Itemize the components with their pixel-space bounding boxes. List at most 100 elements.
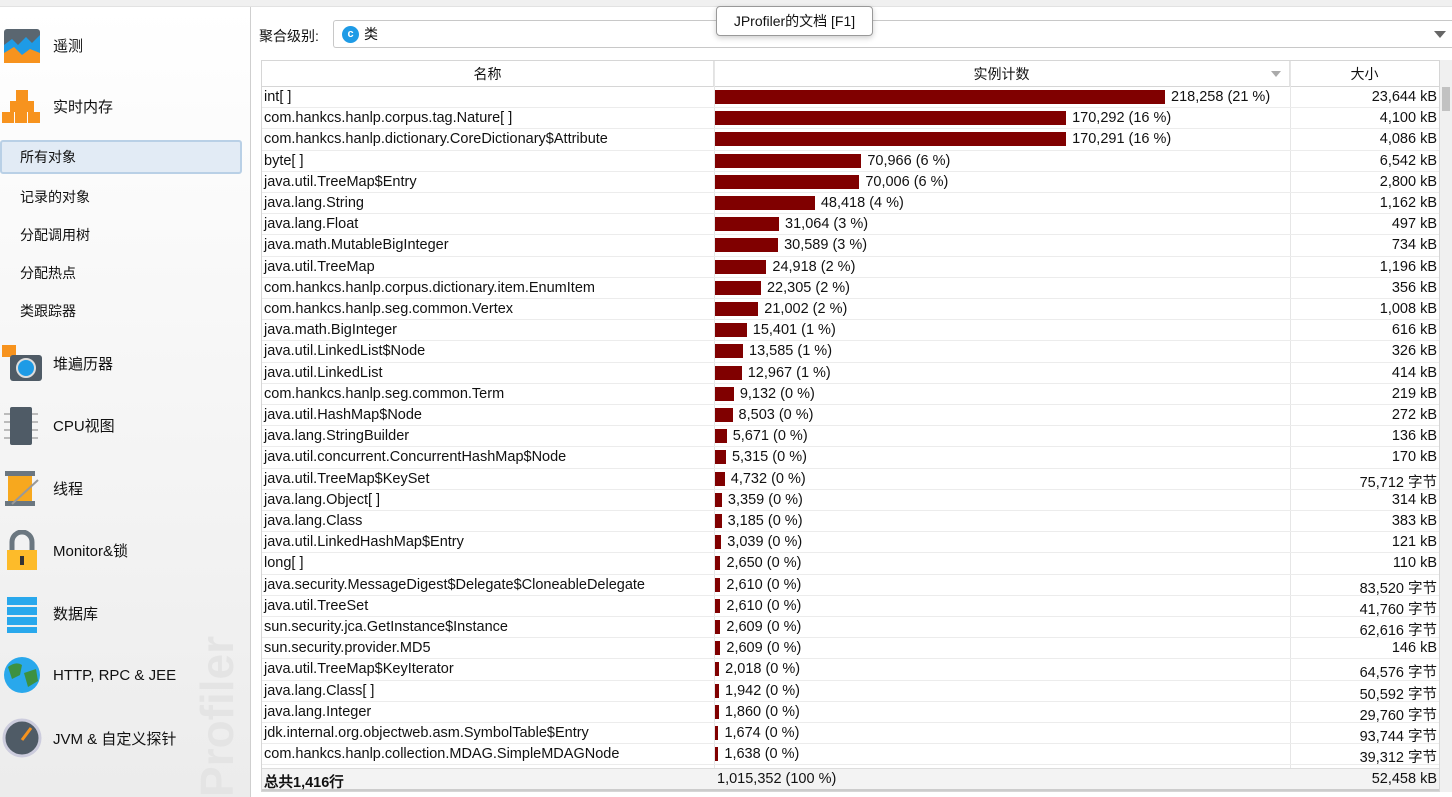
table-row[interactable]: java.util.LinkedList$Node 13,585 (1 %) 326… bbox=[262, 341, 1439, 363]
instance-count-bar bbox=[715, 217, 780, 232]
sidebar-item-label: Monitor&锁 bbox=[53, 542, 129, 560]
instance-count-bar bbox=[715, 535, 722, 550]
column-header-instance-count[interactable]: 实例计数 bbox=[714, 61, 1290, 87]
table-row[interactable]: java.util.TreeMap$KeyIterator 2,018 (0 %)… bbox=[262, 659, 1439, 681]
aggregation-label: 聚合级别: bbox=[259, 28, 319, 44]
table-row[interactable]: java.security.MessageDigest$Delegate$Clo… bbox=[262, 575, 1439, 597]
sidebar-subitem-label: 分配热点 bbox=[20, 265, 76, 281]
table-row[interactable]: com.hankcs.hanlp.collection.MDAG.SimpleM… bbox=[262, 744, 1439, 766]
table-row[interactable]: java.util.TreeSet 2,610 (0 %) 41,760 字节 bbox=[262, 596, 1439, 618]
vertical-scrollbar[interactable] bbox=[1440, 60, 1452, 792]
table-row[interactable]: java.util.TreeMap 24,918 (2 %) 1,196 kB bbox=[262, 257, 1439, 278]
class-name: com.hankcs.hanlp.dictionary.CoreDictiona… bbox=[264, 131, 608, 148]
table-row[interactable]: java.util.LinkedHashMap$Entry 3,039 (0 %)… bbox=[262, 532, 1439, 554]
sidebar-subitem-5[interactable]: 类跟踪器 bbox=[0, 294, 242, 328]
size-value: 170 kB bbox=[1391, 449, 1437, 466]
size-value: 1,196 kB bbox=[1379, 258, 1437, 275]
column-header-size[interactable]: 大小 bbox=[1290, 61, 1439, 87]
table-row[interactable]: com.hankcs.hanlp.corpus.dictionary.item.… bbox=[262, 278, 1439, 299]
table-row[interactable]: java.util.HashMap$Node 8,503 (0 %) 272 kB bbox=[262, 405, 1439, 427]
sidebar-item-5[interactable]: 线程 bbox=[0, 463, 250, 513]
live-memory-icon bbox=[2, 86, 42, 126]
table-row[interactable]: com.hankcs.hanlp.dictionary.CoreDictiona… bbox=[262, 129, 1439, 151]
instance-count-bar bbox=[715, 111, 1067, 126]
table-row[interactable]: java.util.LinkedList 12,967 (1 %) 414 kB bbox=[262, 363, 1439, 384]
sidebar-item-8[interactable]: HTTP, RPC & JEE bbox=[0, 650, 250, 700]
table-row[interactable]: sun.security.jca.GetInstance$Instance 2,6… bbox=[262, 617, 1439, 639]
instance-count-bar bbox=[715, 408, 733, 423]
table-row[interactable]: int[ ] 218,258 (21 %) 23,644 kB bbox=[262, 87, 1439, 109]
instance-count: 170,292 (16 %) bbox=[1072, 110, 1172, 127]
sidebar-item-label: 实时内存 bbox=[53, 98, 114, 116]
table-row[interactable]: sun.security.provider.MD5 2,609 (0 %) 146 … bbox=[262, 638, 1439, 660]
table-row[interactable]: java.math.MutableBigInteger 30,589 (3 %) 7… bbox=[262, 235, 1439, 257]
instance-count: 218,258 (21 %) bbox=[1171, 89, 1271, 106]
instance-count-bar bbox=[715, 704, 719, 719]
table-row[interactable]: java.math.BigInteger 15,401 (1 %) 616 kB bbox=[262, 320, 1439, 342]
table-row[interactable]: java.lang.Object[ ] 3,359 (0 %) 314 kB bbox=[262, 490, 1439, 511]
table-row[interactable]: java.lang.Integer 1,860 (0 %) 29,760 字节 bbox=[262, 702, 1439, 724]
instance-count: 3,039 (0 %) bbox=[727, 534, 803, 551]
table-row[interactable]: java.lang.StringBuilder 5,671 (0 %) 136 kB bbox=[262, 426, 1439, 448]
sidebar-item-1[interactable]: 遥测 bbox=[0, 20, 250, 70]
size-value: 383 kB bbox=[1391, 513, 1437, 529]
size-value: 50,592 字节 bbox=[1359, 686, 1437, 703]
class-name: java.util.TreeMap$Entry bbox=[264, 173, 417, 190]
sidebar-item-label: 遥测 bbox=[53, 37, 84, 55]
class-name: java.util.TreeMap$KeyIterator bbox=[264, 661, 454, 678]
size-value: 4,086 kB bbox=[1379, 131, 1437, 148]
instance-count: 4,732 (0 %) bbox=[730, 470, 806, 487]
class-name: java.lang.StringBuilder bbox=[264, 428, 410, 445]
sidebar-item-6[interactable]: Monitor&锁 bbox=[0, 525, 250, 575]
scrollbar-thumb[interactable] bbox=[1442, 87, 1450, 111]
sidebar-subitem-3[interactable]: 分配调用树 bbox=[0, 218, 242, 252]
table-row[interactable]: java.util.concurrent.ConcurrentHashMap$N… bbox=[262, 447, 1439, 469]
instance-count-bar bbox=[715, 450, 726, 465]
size-value: 219 kB bbox=[1391, 385, 1437, 402]
instance-count: 2,018 (0 %) bbox=[725, 661, 801, 678]
class-name: java.util.LinkedHashMap$Entry bbox=[264, 534, 464, 551]
sidebar-subitem-4[interactable]: 分配热点 bbox=[0, 256, 242, 290]
table-row[interactable]: java.lang.String 48,418 (4 %) 1,162 kB bbox=[262, 193, 1439, 215]
instance-count-bar bbox=[715, 471, 725, 486]
sidebar-item-2[interactable]: 实时内存 bbox=[0, 81, 250, 131]
class-name: java.util.TreeMap$KeySet bbox=[264, 470, 430, 487]
sidebar-subitem-2[interactable]: 记录的对象 bbox=[0, 180, 242, 214]
table-row[interactable]: java.lang.Float 31,064 (3 %) 497 kB bbox=[262, 214, 1439, 236]
sidebar-item-label: 堆遍历器 bbox=[53, 355, 114, 373]
sidebar-subitem-1[interactable]: 所有对象 bbox=[0, 140, 242, 174]
size-value: 272 kB bbox=[1391, 407, 1437, 423]
instance-count-bar bbox=[715, 726, 719, 741]
instance-count: 2,610 (0 %) bbox=[726, 576, 802, 593]
instance-count-bar bbox=[715, 429, 727, 444]
table-row[interactable]: java.util.TreeMap$KeySet 4,732 (0 %) 75,71… bbox=[262, 469, 1439, 491]
instance-count: 70,006 (6 %) bbox=[865, 173, 949, 190]
table-row[interactable]: java.util.TreeMap$Entry 70,006 (6 %) 2,800… bbox=[262, 172, 1439, 193]
table-row[interactable]: com.hankcs.hanlp.corpus.tag.Nature[ ] 170… bbox=[262, 108, 1439, 130]
sidebar-subitem-label: 所有对象 bbox=[20, 149, 76, 165]
sidebar-item-7[interactable]: 数据库 bbox=[0, 588, 250, 638]
sidebar-item-4[interactable]: CPU视图 bbox=[0, 400, 250, 450]
table-row[interactable]: long[ ] 2,650 (0 %) 110 kB bbox=[262, 553, 1439, 575]
table-row[interactable]: jdk.internal.org.objectweb.asm.SymbolTab… bbox=[262, 723, 1439, 745]
table-row[interactable]: java.lang.Class[ ] 1,942 (0 %) 50,592 字节 bbox=[262, 681, 1439, 703]
instance-count-bar bbox=[715, 386, 734, 401]
aggregation-level-select[interactable]: c 类 bbox=[333, 20, 1452, 48]
table-row[interactable]: com.hankcs.hanlp.seg.common.Vertex 21,002… bbox=[262, 299, 1439, 321]
size-value: 414 kB bbox=[1391, 364, 1437, 381]
sidebar-item-3[interactable]: 堆遍历器 bbox=[0, 338, 250, 388]
lock-icon bbox=[2, 529, 42, 570]
table-row[interactable]: java.lang.Class 3,185 (0 %) 383 kB bbox=[262, 511, 1439, 533]
sidebar-item-label: 数据库 bbox=[53, 605, 99, 623]
table-row[interactable]: com.hankcs.hanlp.seg.common.Term 9,132 (0… bbox=[262, 384, 1439, 405]
table-row[interactable]: byte[ ] 70,966 (6 %) 6,542 kB bbox=[262, 151, 1439, 172]
instance-count-bar bbox=[715, 302, 759, 317]
instance-count-bar bbox=[715, 196, 815, 211]
instance-count: 2,650 (0 %) bbox=[726, 555, 802, 572]
instance-count-bar bbox=[715, 620, 721, 635]
instance-count-bar bbox=[715, 153, 862, 168]
class-name: java.lang.Class bbox=[264, 513, 363, 529]
instance-count: 9,132 (0 %) bbox=[739, 385, 815, 402]
column-header-name[interactable]: 名称 bbox=[262, 61, 714, 87]
sidebar-item-9[interactable]: JVM & 自定义探针 bbox=[0, 713, 250, 763]
